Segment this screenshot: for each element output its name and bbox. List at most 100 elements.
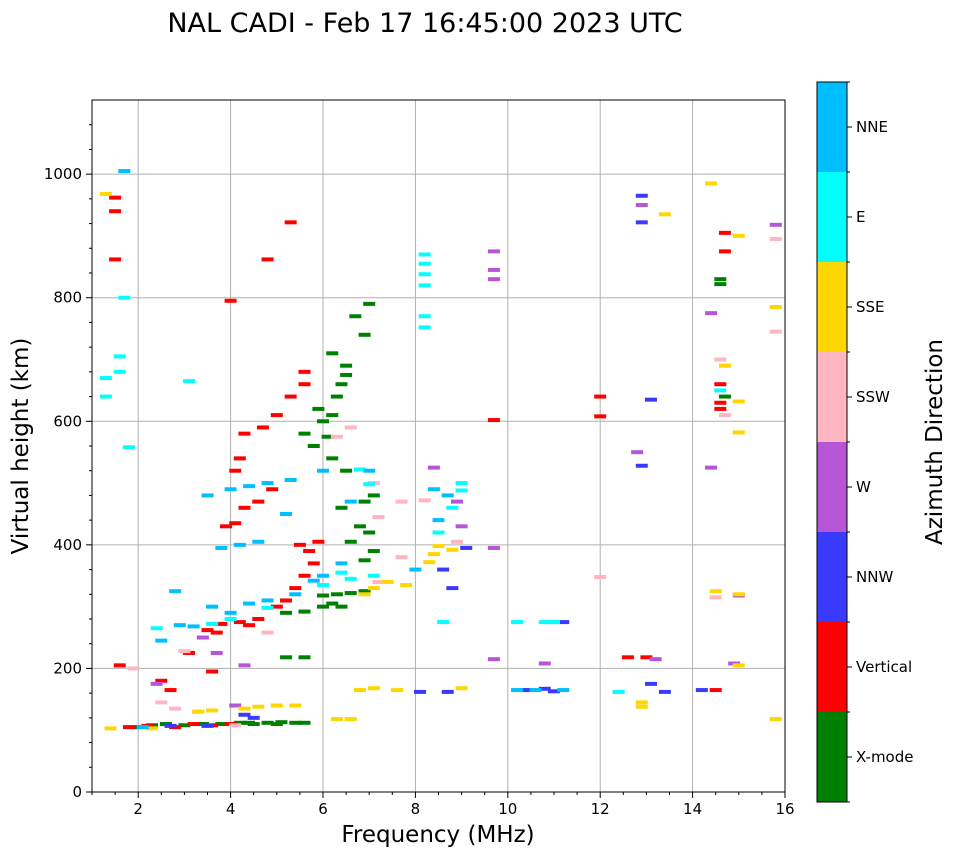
data-point-vertical xyxy=(594,394,607,399)
data-point-nne xyxy=(427,487,440,492)
data-point-vertical xyxy=(594,414,607,419)
data-point-e xyxy=(714,388,727,393)
data-point-ssw xyxy=(769,237,782,242)
data-point-x-mode xyxy=(714,282,727,287)
data-point-sse xyxy=(99,191,112,196)
data-point-vertical xyxy=(487,418,500,423)
data-point-ssw xyxy=(395,555,408,560)
colorbar-segment-vertical xyxy=(817,622,847,712)
data-point-ssw xyxy=(155,700,168,705)
data-point-sse xyxy=(104,726,117,731)
data-point-x-mode xyxy=(714,277,727,282)
data-point-x-mode xyxy=(270,722,283,727)
data-point-ssw xyxy=(178,649,191,654)
colorbar-segment-x-mode xyxy=(817,712,847,802)
data-point-nne xyxy=(511,688,524,693)
data-point-sse xyxy=(344,717,357,722)
data-point-vertical xyxy=(266,487,279,492)
data-point-ssw xyxy=(127,666,140,671)
data-point-vertical xyxy=(312,539,325,544)
data-point-x-mode xyxy=(340,468,353,473)
data-point-x-mode xyxy=(367,493,380,498)
data-point-nne xyxy=(280,511,293,516)
data-point-vertical xyxy=(109,257,122,262)
data-point-vertical xyxy=(307,561,320,566)
data-point-e xyxy=(335,570,348,575)
data-point-nnw xyxy=(164,723,177,728)
data-point-x-mode xyxy=(349,314,362,319)
data-point-nne xyxy=(284,477,297,482)
data-point-x-mode xyxy=(358,499,371,504)
data-point-sse xyxy=(446,547,459,552)
data-point-x-mode xyxy=(335,382,348,387)
data-point-nne xyxy=(155,638,168,643)
data-point-vertical xyxy=(109,209,122,214)
colorbar-segment-nne xyxy=(817,82,847,172)
data-point-w xyxy=(196,635,209,640)
data-point-sse xyxy=(192,709,205,714)
data-point-e xyxy=(418,283,431,288)
data-point-sse xyxy=(732,233,745,238)
data-point-ssw xyxy=(594,574,607,579)
colorbar: X-mode Vertical NNW W SSW SSE E NNE xyxy=(816,81,913,803)
data-point-sse xyxy=(206,708,219,713)
data-point-sse xyxy=(705,181,718,186)
data-point-ssw xyxy=(709,595,722,600)
data-point-nne xyxy=(317,573,329,578)
data-point-x-mode xyxy=(363,301,376,306)
data-point-w xyxy=(487,249,500,254)
data-point-w xyxy=(150,681,163,686)
data-point-w xyxy=(210,650,223,655)
data-point-x-mode xyxy=(280,610,293,615)
y-axis-label: Virtual height (km) xyxy=(8,338,34,555)
colorbar-label: Azimuth Direction xyxy=(922,339,948,545)
y-tick-label: 1000 xyxy=(44,165,82,183)
data-point-nnw xyxy=(645,397,658,402)
plot-area: 2 4 6 8 10 12 14 16 0 200 400 600 800 1000 xyxy=(44,99,795,818)
colorbar-segment-nnw xyxy=(817,532,847,622)
data-point-sse xyxy=(367,586,380,591)
data-point-x-mode xyxy=(326,601,339,606)
data-point-nne xyxy=(243,601,256,606)
data-point-ssw xyxy=(372,515,385,520)
data-point-x-mode xyxy=(215,722,228,727)
x-tick-label: 4 xyxy=(226,800,236,818)
data-point-x-mode xyxy=(261,720,274,725)
data-point-x-mode xyxy=(340,363,353,368)
data-point-nnw xyxy=(520,688,533,693)
data-point-nne xyxy=(363,468,376,473)
colorbar-label-w: W xyxy=(856,478,871,496)
colorbar-segment-w xyxy=(817,442,847,532)
data-point-nne xyxy=(215,545,228,550)
data-point-nne xyxy=(289,592,302,597)
data-point-sse xyxy=(732,430,745,435)
data-point-nne xyxy=(441,493,454,498)
data-point-vertical xyxy=(709,688,722,693)
data-point-sse xyxy=(427,552,440,557)
data-point-nne xyxy=(118,169,131,174)
data-point-sse xyxy=(353,688,366,693)
data-point-nnw xyxy=(658,689,671,694)
data-point-e xyxy=(344,576,357,581)
data-point-w xyxy=(705,311,718,316)
data-point-e xyxy=(150,626,163,631)
data-point-vertical xyxy=(229,468,242,473)
data-point-nne xyxy=(252,539,265,544)
data-point-nnw xyxy=(414,689,427,694)
data-point-vertical xyxy=(303,549,316,554)
data-point-nne xyxy=(557,688,570,693)
data-point-vertical xyxy=(243,623,256,628)
data-point-x-mode xyxy=(326,456,339,461)
data-point-e xyxy=(122,445,135,450)
data-point-sse xyxy=(732,399,745,404)
data-point-vertical xyxy=(621,655,634,660)
data-point-nne xyxy=(206,604,219,609)
data-point-vertical xyxy=(219,524,232,529)
data-point-sse xyxy=(330,717,343,722)
data-point-vertical xyxy=(718,249,731,254)
data-point-vertical xyxy=(640,655,653,660)
data-point-nnw xyxy=(201,723,214,728)
data-point-vertical xyxy=(718,230,731,235)
data-point-x-mode xyxy=(233,720,246,725)
data-point-e xyxy=(113,354,126,359)
